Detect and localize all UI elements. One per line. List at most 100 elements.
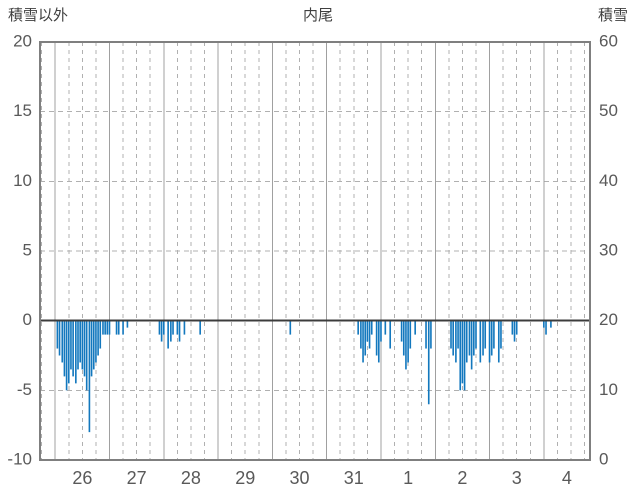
bar [389,320,392,349]
bar [102,320,104,335]
bar [465,320,468,363]
bar [368,320,371,349]
bar [400,320,403,342]
bar [479,320,482,363]
bar [162,320,165,335]
right-axis-title: 積雪 [597,7,628,24]
bar [357,320,359,335]
bar [488,320,491,363]
bar [70,320,72,370]
bar [56,320,59,349]
bar [402,320,405,356]
bar [362,320,364,363]
right-axis-tick-label: 30 [599,240,618,259]
bar [468,320,471,356]
x-axis-day-label: 31 [344,468,364,488]
right-axis-tick-label: 60 [599,31,618,50]
x-axis-day-label: 26 [72,468,92,488]
bar [97,320,99,356]
bar [170,320,172,342]
x-axis-day-label: 29 [235,468,255,488]
bar [88,320,91,433]
bar [65,320,68,391]
bar [61,320,64,363]
bar [407,320,409,363]
bar [427,320,430,405]
bar [183,320,186,335]
bar [543,320,545,328]
bar [515,320,518,335]
bar [72,320,74,377]
bar [493,320,495,349]
bar [461,320,464,384]
bar [360,320,362,349]
bar [90,320,93,377]
left-axis-tick-label: -5 [17,380,32,399]
bar [380,320,382,342]
x-axis-day-label: 27 [127,468,147,488]
bar [384,320,387,335]
x-axis-day-label: 4 [562,468,572,488]
right-axis-tick-label: 10 [599,380,618,399]
left-axis-tick-label: 5 [23,240,32,259]
bar [490,320,493,356]
bar [375,320,378,356]
bar [122,320,124,335]
bar [482,320,484,356]
bar [425,320,427,349]
bar [104,320,106,335]
bar [126,320,129,328]
left-axis-tick-label: 20 [13,31,32,50]
bar [158,320,161,335]
bar [85,320,88,391]
bar [77,320,79,370]
bar [172,320,174,335]
bar [472,320,475,356]
bar [167,320,169,349]
bar [115,320,118,335]
bar [377,320,380,363]
bar [457,320,459,349]
plot-border [39,41,591,461]
left-axis-tick-label: -10 [7,449,32,468]
bar [475,320,477,349]
bar [58,320,61,356]
bar [414,320,416,335]
bar [108,320,111,335]
x-axis-day-label: 2 [457,468,467,488]
bar [81,320,84,370]
x-axis-day-label: 1 [403,468,413,488]
bar [67,320,70,384]
bar [470,320,473,370]
bar [99,320,102,349]
right-axis-tick-label: 0 [599,449,608,468]
right-axis-tick-label: 50 [599,101,618,120]
bar [511,320,514,335]
bar [455,320,457,363]
bar [176,320,179,335]
bar [409,320,412,349]
left-axis-tick-label: 10 [13,171,32,190]
bar [366,320,369,342]
bar [160,320,163,342]
x-axis-day-label: 30 [290,468,310,488]
bar [364,320,367,356]
left-axis-tick-label: 15 [13,101,32,120]
bar [452,320,454,356]
bar [459,320,462,391]
bar [450,320,452,349]
bar [79,320,81,363]
bar [117,320,120,335]
bar [178,320,181,342]
bar [63,320,66,377]
left-axis-tick-label: 0 [23,310,32,329]
x-axis-day-label: 28 [181,468,201,488]
right-axis-tick-label: 20 [599,310,618,329]
bar [83,320,86,377]
bar [550,320,552,328]
bar [500,320,502,349]
left-axis-title: 積雪以外 [8,7,69,24]
bar [106,320,109,335]
bar [92,320,95,370]
bar [289,320,292,335]
